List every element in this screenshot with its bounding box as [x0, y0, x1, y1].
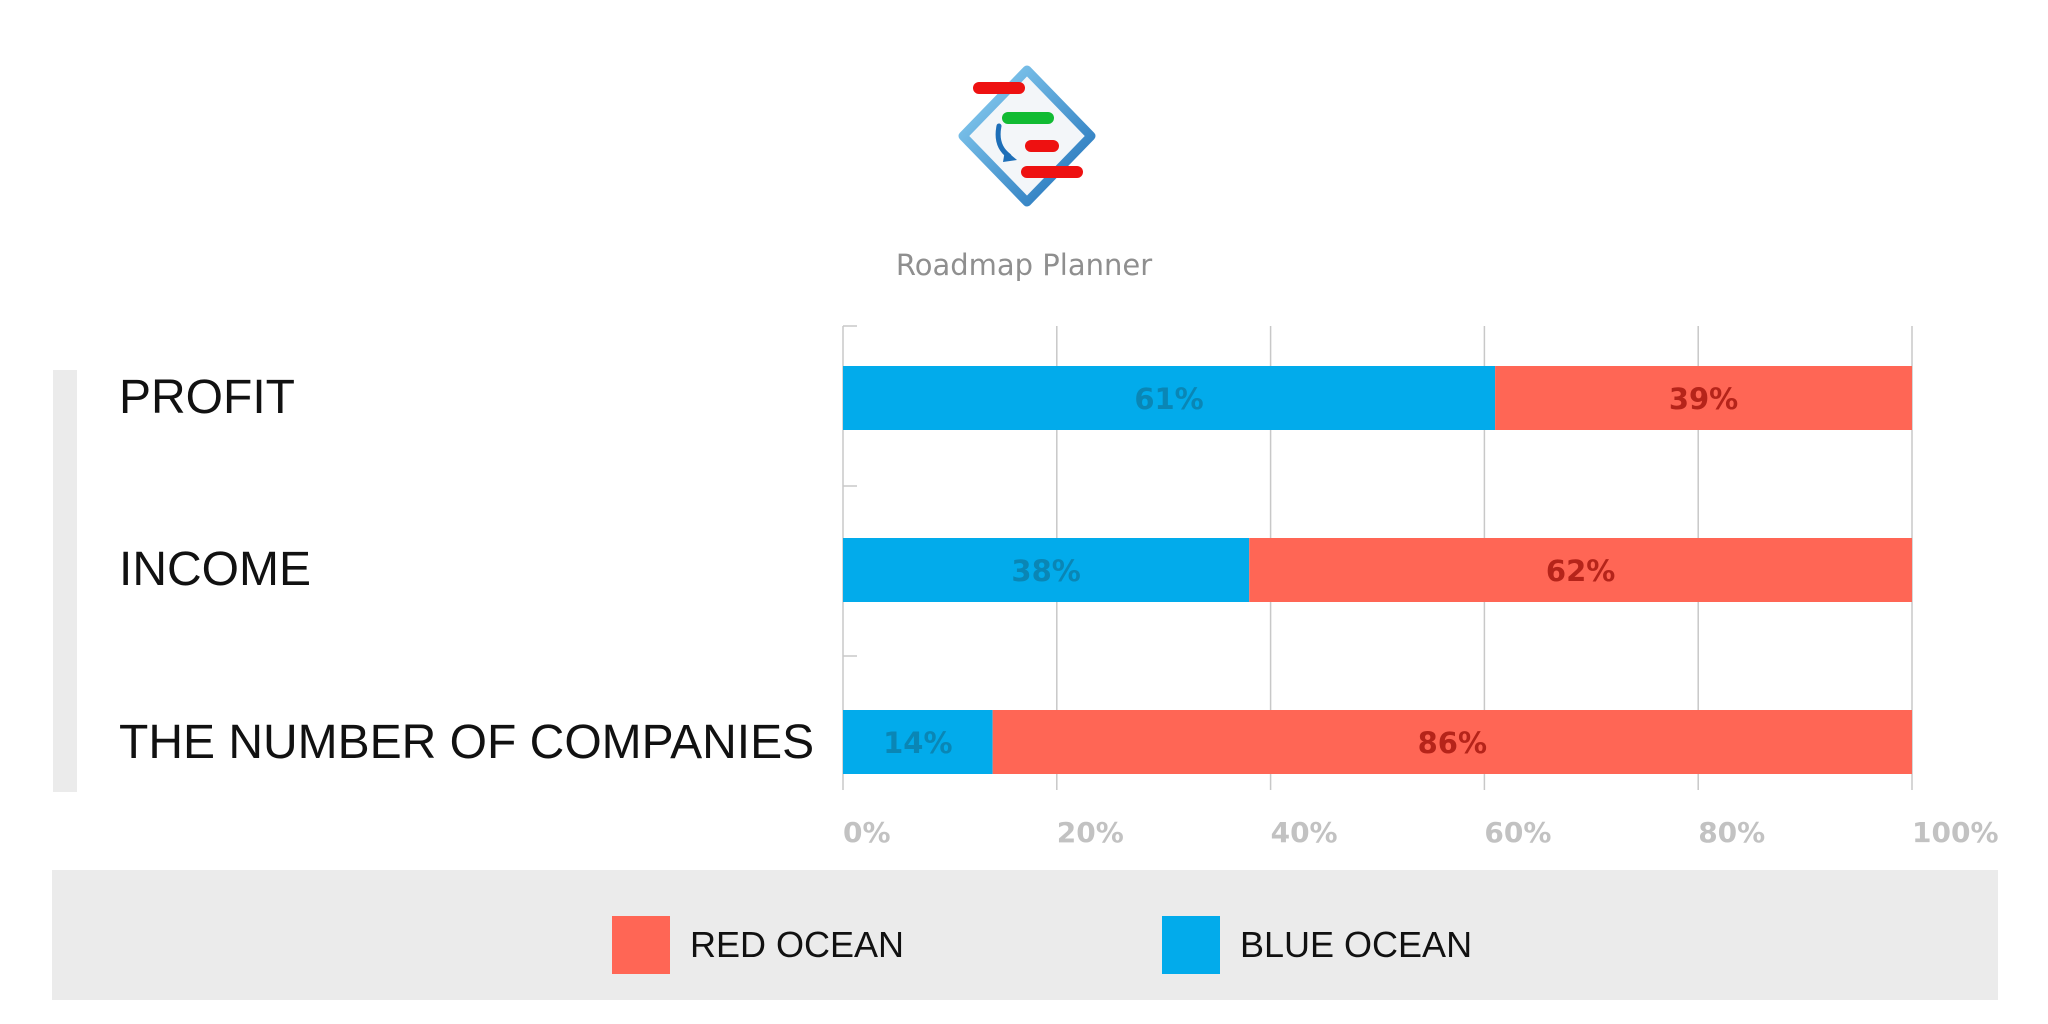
app-name: Roadmap Planner — [895, 248, 1153, 282]
bar-red-ocean-0 — [1495, 366, 1912, 430]
x-tick-label-0: 0% — [843, 816, 891, 849]
legend-swatch-blue — [1162, 916, 1220, 974]
x-tick-label-4: 80% — [1698, 816, 1765, 849]
legend-item-blue-ocean: BLUE OCEAN — [1162, 916, 1472, 974]
x-tick-label-2: 40% — [1271, 816, 1338, 849]
legend-label-red: RED OCEAN — [690, 924, 905, 965]
bar-red-ocean-2 — [992, 710, 1912, 774]
data-label-red-ocean-2: 86% — [1418, 726, 1487, 760]
tick-label-layer: 0% 20% 40% 60% 80% 100% — [843, 816, 1999, 849]
data-label-layer: 61% 39% 38% 62% 14% 86% — [883, 382, 1738, 760]
bar-blue-ocean-0 — [843, 366, 1496, 430]
x-tick-label-3: 60% — [1484, 816, 1551, 849]
legend-item-red-ocean: RED OCEAN — [612, 916, 904, 974]
bar-blue-ocean-2 — [843, 710, 993, 774]
bar-blue-ocean-1 — [843, 538, 1250, 602]
data-label-red-ocean-0: 39% — [1669, 382, 1738, 416]
data-label-blue-ocean-1: 38% — [1011, 554, 1080, 588]
x-tick-label-5: 100% — [1912, 816, 1999, 849]
category-label-income: INCOME — [119, 543, 311, 596]
bar-red-ocean-1 — [1249, 538, 1912, 602]
stacked-bar-chart: 61% 39% 38% 62% 14% 86% 0% 20% 40% 60% 80% 100% — [842, 325, 1999, 849]
data-label-red-ocean-1: 62% — [1546, 554, 1615, 588]
legend-label-blue: BLUE OCEAN — [1240, 924, 1473, 965]
data-label-blue-ocean-0: 61% — [1134, 382, 1203, 416]
x-tick-label-1: 20% — [1057, 816, 1124, 849]
category-label-number-of-companies: THE NUMBER OF COMPANIES — [119, 716, 815, 769]
bar-layer — [843, 366, 1912, 774]
legend-swatch-red — [612, 916, 670, 974]
category-divider-bar — [53, 370, 77, 792]
data-label-blue-ocean-2: 14% — [883, 726, 952, 760]
category-label-profit: PROFIT — [119, 371, 295, 424]
roadmap-planner-logo — [958, 65, 1096, 207]
legend: RED OCEAN BLUE OCEAN — [52, 870, 1998, 1000]
